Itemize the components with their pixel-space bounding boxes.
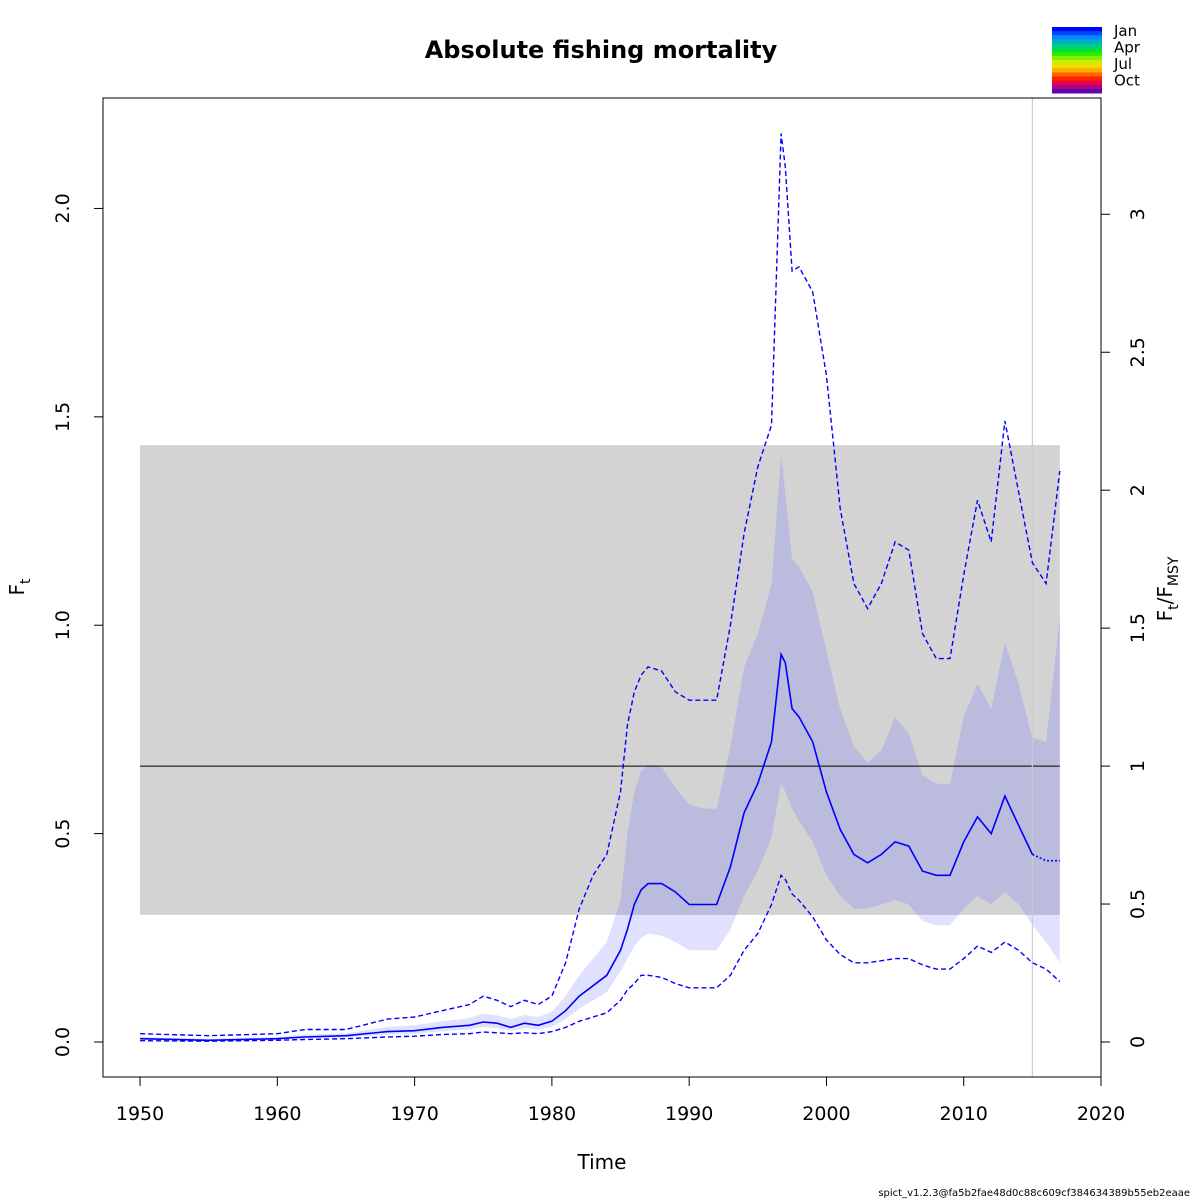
legend-color-swatch: [1052, 88, 1102, 94]
legend-label: Apr: [1114, 39, 1141, 57]
legend-color-swatch: [1052, 47, 1102, 53]
y-tick-label-group: 2.0: [52, 193, 74, 223]
x-tick-label: 1950: [116, 1103, 164, 1125]
legend-color-swatch: [1052, 84, 1102, 90]
lower-ci-line: [140, 874, 1061, 1042]
legend-color-swatch: [1052, 31, 1102, 36]
y-axis-label-main: F: [5, 584, 29, 596]
y-tick-label-group: 0.0: [52, 1027, 74, 1057]
legend-color-swatch: [1052, 64, 1102, 69]
y-axis: 0.0 0.5 1.0 1.5 2.0: [52, 193, 104, 1057]
y-tick-label: 0.5: [52, 818, 74, 848]
y2-tick-label-group: 3: [1127, 208, 1149, 220]
x-tick-label: 1980: [528, 1103, 576, 1125]
x-tick-label: 2010: [940, 1103, 988, 1125]
y2-axis-label-mid: /F: [1153, 586, 1177, 604]
y-tick-label-group: 1.5: [52, 402, 74, 432]
estimate-prediction-line: [1032, 853, 1060, 862]
y2-tick-label: 1.5: [1127, 613, 1149, 643]
y-axis-label-sub: t: [18, 578, 34, 584]
legend-color-swatch: [1052, 55, 1102, 61]
y2-tick-label: 3: [1127, 208, 1149, 220]
y2-tick-label-group: 0.5: [1127, 889, 1149, 919]
legend-color-swatch: [1052, 35, 1102, 40]
y-axis-label-group: Ft: [5, 578, 34, 596]
y2-axis-label-main: F: [1153, 610, 1177, 622]
footer-version: spict_v1.2.3@fa5b2fae48d0c88c609cf384634…: [878, 1188, 1190, 1199]
legend-color-swatch: [1052, 68, 1102, 73]
legend-color-swatch: [1052, 43, 1102, 49]
y2-axis: 0 0.5 1 1.5 2 2.5 3: [1100, 208, 1149, 1048]
ci-layer: [140, 454, 1060, 1041]
plot-area: [102, 97, 1102, 1078]
legend-color-swatch: [1052, 27, 1102, 32]
y2-tick-label-group: 2: [1127, 484, 1149, 496]
legend-color-swatch: [1052, 80, 1102, 86]
legend-color-swatch: [1052, 72, 1102, 77]
legend-label: Jan: [1113, 22, 1137, 40]
y2-tick-label-group: 2.5: [1127, 337, 1149, 367]
y2-axis-label-sub1: t: [1166, 604, 1182, 610]
y-tick-label: 0.0: [52, 1027, 74, 1057]
legend-label: Jul: [1113, 55, 1132, 73]
x-tick-label: 2020: [1077, 1103, 1125, 1125]
y-tick-label: 1.5: [52, 402, 74, 432]
y2-axis-label-sub2: MSY: [1166, 556, 1182, 586]
x-tick-label: 1960: [253, 1103, 301, 1125]
x-axis: 1950 1960 1970 1980 1990 2000 2010 2020: [116, 1076, 1125, 1125]
legend-color-swatch: [1052, 51, 1102, 57]
y-tick-label-group: 1.0: [52, 610, 74, 640]
y2-tick-label-group: 1: [1127, 760, 1149, 772]
y2-tick-label: 2: [1127, 484, 1149, 496]
y2-tick-label: 2.5: [1127, 337, 1149, 367]
estimate-line: [140, 651, 1034, 1042]
y-tick-label-group: 0.5: [52, 818, 74, 848]
y2-tick-label: 0: [1127, 1036, 1149, 1048]
y2-tick-label-group: 1.5: [1127, 613, 1149, 643]
y-axis-label: Ft: [5, 578, 34, 596]
legend-color-swatch: [1052, 76, 1102, 82]
lines-layer: [140, 98, 1061, 1077]
legend-label: Oct: [1114, 72, 1140, 90]
y2-tick-label-group: 0: [1127, 1036, 1149, 1048]
x-tick-label: 2000: [802, 1103, 850, 1125]
x-tick-label: 1990: [665, 1103, 713, 1125]
chart-title: Absolute fishing mortality: [425, 36, 778, 64]
y2-axis-label: Ft/FMSY: [1153, 556, 1182, 621]
y2-axis-label-group: Ft/FMSY: [1153, 556, 1182, 621]
legend-color-swatch: [1052, 39, 1102, 44]
y-tick-label: 1.0: [52, 610, 74, 640]
x-axis-label: Time: [577, 1150, 627, 1174]
y-tick-label: 2.0: [52, 193, 74, 223]
upper-ci-line: [140, 133, 1061, 1037]
y2-tick-label: 1: [1127, 760, 1149, 772]
ci-band-overlap: [615, 454, 1060, 915]
legend-color-swatch: [1052, 60, 1102, 65]
x-tick-label: 1970: [390, 1103, 438, 1125]
y2-tick-label: 0.5: [1127, 889, 1149, 919]
